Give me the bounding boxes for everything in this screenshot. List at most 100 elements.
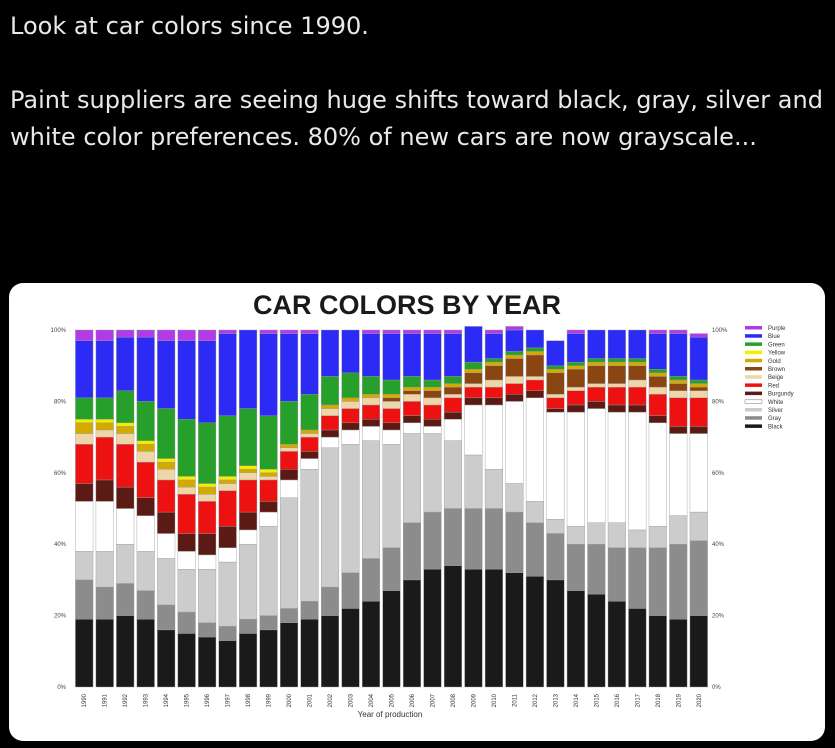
bar-segment-green-2003 [341,372,360,399]
bar-segment-white-2000 [280,479,299,498]
bar-segment-green-2002 [321,376,340,406]
bar-segment-blue-2008 [443,333,462,377]
x-tick-label: 2003 [349,693,355,707]
legend-label-gold: Gold [768,359,781,365]
bar-segment-burgundy-2007 [423,419,442,427]
bar-segment-white-2004 [362,426,381,441]
x-tick-label: 2012 [533,693,539,707]
bar-segment-gray-2003 [341,572,360,609]
legend-swatch-white [744,399,763,404]
bar-segment-white-1997 [218,547,237,563]
bar-segment-blue-2015 [587,329,606,359]
bar-segment-gold-1995 [177,479,196,488]
bar-segment-green-1997 [218,415,237,477]
bar-segment-red-1996 [198,501,217,534]
bar-segment-silver-2006 [402,433,421,523]
x-tick-label: 2005 [390,693,396,707]
x-tick-label: 2004 [369,693,375,707]
bar-segment-silver-2017 [628,529,647,548]
bar-segment-blue-2004 [362,333,381,377]
bar-segment-green-2000 [280,401,299,445]
bar-segment-white-2012 [525,397,544,502]
bar-segment-blue-2017 [628,329,647,359]
bar-segment-silver-1997 [218,561,237,627]
bar-segment-silver-2019 [669,515,688,545]
bar-segment-burgundy-2010 [484,397,503,406]
bar-segment-gray-2001 [300,601,319,620]
bar-segment-gold-2008 [443,383,462,388]
bar-segment-burgundy-2015 [587,401,606,409]
bar-segment-gray-2016 [607,547,626,602]
bar-segment-blue-1994 [157,340,176,409]
bar-segment-beige-2005 [382,401,401,409]
bar-segment-silver-1994 [157,558,176,606]
bar-segment-red-2013 [546,397,565,409]
bar-segment-silver-1996 [198,568,217,623]
y-tick-label-left: 100% [51,328,67,334]
bar-segment-red-1991 [95,436,114,481]
bar-segment-gray-2004 [362,558,381,602]
bar-segment-beige-2015 [587,383,606,388]
bar-segment-silver-2011 [505,483,524,513]
bar-segment-gold-2009 [464,369,483,374]
legend-swatch-burgundy [745,391,762,396]
bar-segment-black-2020 [689,615,708,688]
bar-segment-silver-2013 [546,519,565,534]
bar-segment-gray-1999 [259,615,278,631]
bar-segment-white-2016 [607,411,626,523]
bar-segment-blue-2013 [546,340,565,366]
bar-segment-red-2004 [362,404,381,420]
bar-segment-silver-2018 [648,526,667,548]
bar-segment-red-2002 [321,415,340,431]
bar-segment-red-1998 [239,479,258,513]
y-tick-label-left: 80% [54,399,67,405]
bar-segment-black-2019 [669,618,688,688]
bar-segment-burgundy-2020 [689,426,708,434]
bar-segment-black-1995 [177,633,196,688]
x-tick-label: 2010 [492,693,498,707]
bar-segment-black-2017 [628,608,647,688]
y-tick-label-right: 40% [712,542,725,548]
bar-segment-red-2017 [628,386,647,406]
bar-segment-silver-2014 [566,526,585,545]
x-tick-label: 1992 [123,693,129,707]
bar-segment-white-2001 [300,458,319,470]
x-tick-label: 1996 [205,693,211,707]
bar-segment-blue-1999 [259,333,278,416]
bar-segment-red-1992 [116,444,135,488]
x-tick-label: 2001 [308,693,314,707]
bar-segment-purple-1991 [95,329,114,341]
bar-segment-green-2020 [689,379,708,384]
chart-image[interactable]: CAR COLORS BY YEAR 0% 20% 40% 60% 80% 100% 0%… [9,283,825,741]
bar-segment-blue-1996 [198,340,217,424]
bar-segment-green-2004 [362,376,381,395]
bar-segment-brown-2007 [423,390,442,399]
chart-title: CAR COLORS BY YEAR [253,290,561,320]
bar-segment-gold-2006 [402,386,421,391]
x-axis: 1990 1991 1992 1993 1994 1995 1996 1997 1998 1999… [82,693,703,707]
bar-segment-gray-1990 [75,579,94,620]
y-tick-label-left: 60% [54,471,67,477]
bar-segment-gold-1990 [75,422,94,434]
bar-segment-white-1998 [239,529,258,545]
bar-segment-silver-1993 [136,551,155,591]
bar-segment-green-1991 [95,397,114,420]
bar-segment-white-2007 [423,426,442,434]
x-tick-label: 2020 [697,693,703,707]
bar-segment-burgundy-1997 [218,526,237,548]
bar-segment-blue-2009 [464,326,483,363]
bar-segment-burgundy-2004 [362,419,381,427]
bar-segment-silver-2004 [362,440,381,559]
bar-segment-blue-2010 [484,333,503,359]
bar-segment-red-2005 [382,408,401,424]
bar-segment-gold-2014 [566,365,585,370]
bar-segment-gold-2015 [587,361,606,366]
bar-segment-red-2020 [689,397,708,427]
bar-segment-brown-2017 [628,365,647,381]
bar-segment-black-2008 [443,565,462,688]
bar-segment-black-2015 [587,593,606,688]
x-tick-label: 2002 [328,693,334,707]
bar-segment-white-2018 [648,422,667,527]
x-tick-label: 2017 [635,693,641,707]
bar-segment-black-2003 [341,608,360,688]
